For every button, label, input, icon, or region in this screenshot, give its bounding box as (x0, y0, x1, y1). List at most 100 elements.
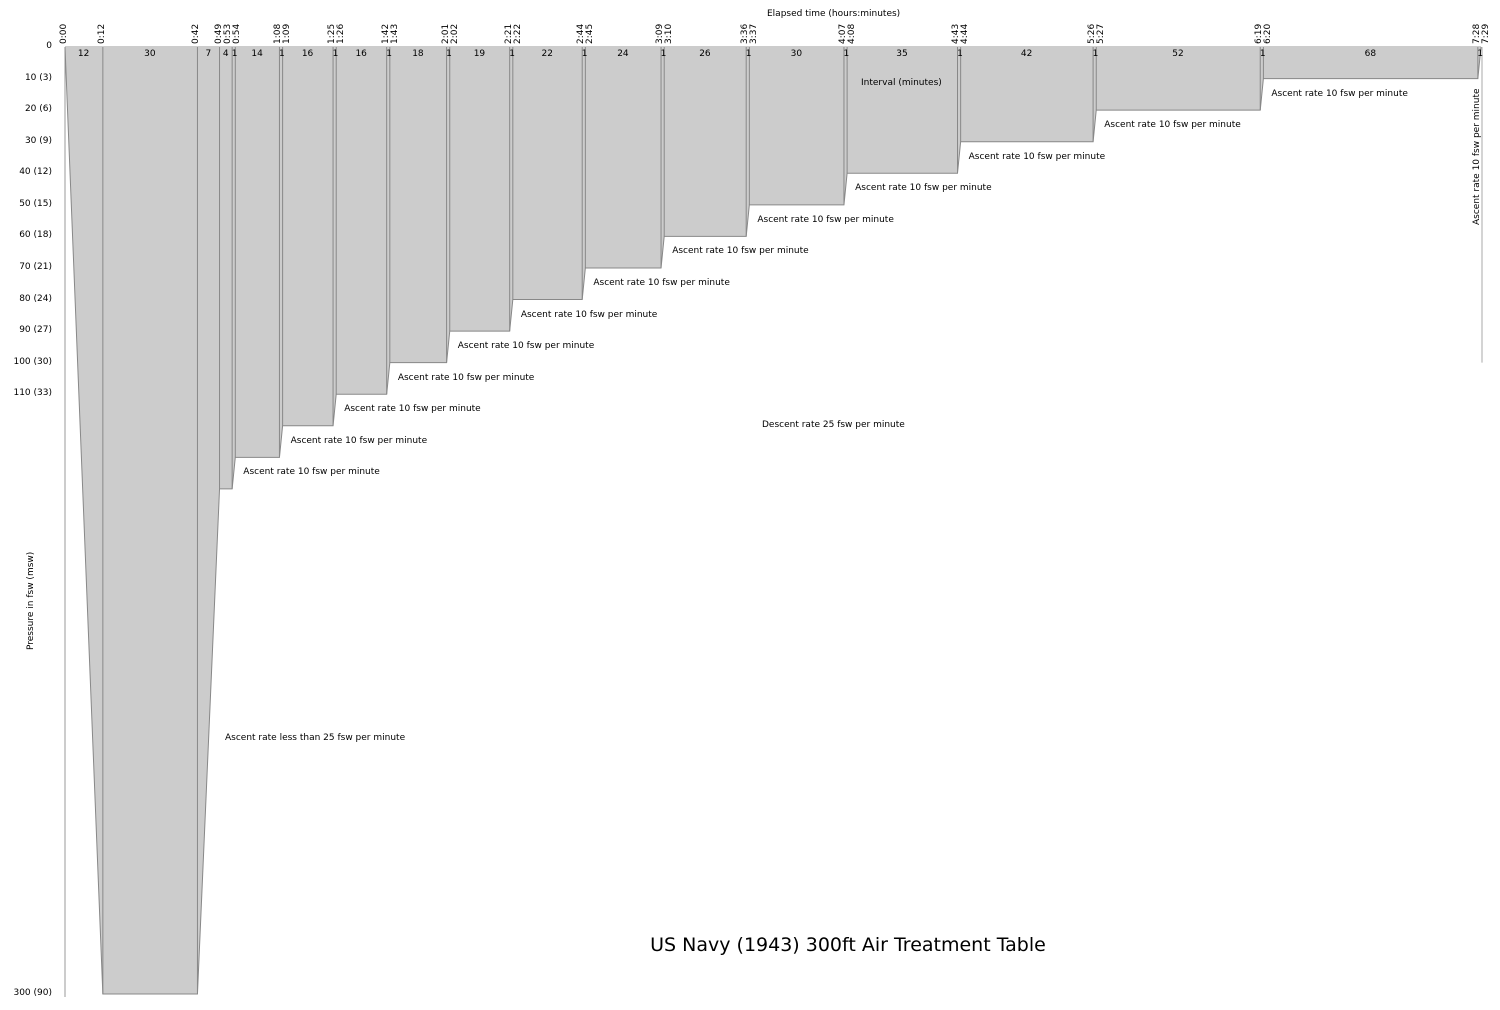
first-ascent-annotation: Ascent rate less than 25 fsw per minute (225, 733, 406, 743)
x-tick-group: 0:42 (191, 22, 202, 44)
x-tick-group: 3:36 3:37 (740, 22, 760, 44)
profile-area (65, 47, 1481, 994)
x-tick-label: 2:02 (449, 23, 460, 44)
interval-duration-label: 1 (843, 49, 850, 59)
ascent-rate-annotation: Ascent rate 10 fsw per minute (593, 277, 730, 288)
interval-duration-label: 4 (222, 49, 229, 59)
interval-duration-label: 42 (1020, 49, 1033, 59)
interval-duration-label: 1 (1477, 49, 1484, 59)
interval-label: Interval (minutes) (861, 78, 942, 88)
x-tick-group: 2:01 2:02 (441, 22, 460, 44)
ascent-rate-annotation: Ascent rate 10 fsw per minute (672, 246, 809, 257)
interval-duration-label: 1 (279, 49, 285, 59)
interval-duration-label: 18 (412, 49, 424, 59)
y-tick-label: 20 (6) (24, 104, 52, 115)
x-tick-group: 5:26 5:27 (1087, 22, 1107, 44)
x-tick-label: 3:10 (664, 23, 675, 44)
x-tick-label: 6:20 (1263, 23, 1274, 44)
y-tick-label: 50 (15) (19, 198, 52, 209)
ascent-rate-annotation: Ascent rate 10 fsw per minute (243, 467, 380, 478)
x-tick-group: 1:25 1:26 (327, 22, 347, 44)
y-tick-label: 110 (33) (13, 388, 52, 399)
interval-duration-label: 1 (509, 49, 515, 59)
interval-duration-label: 35 (896, 49, 908, 59)
ascent-rate-annotation: Ascent rate 10 fsw per minute (520, 309, 658, 320)
ascent-rate-annotation: Ascent rate 10 fsw per minute (757, 214, 894, 225)
x-tick-label: 2:22 (512, 23, 523, 44)
x-tick-group: 7:28 7:29 (1472, 22, 1491, 44)
interval-duration-label: 30 (790, 49, 803, 59)
y-axis-label: Pressure in fsw (msw) (26, 551, 36, 650)
x-tick-label: 4:08 (846, 23, 857, 44)
profile-line (64, 46, 1482, 995)
interval-duration-label: 16 (301, 49, 314, 59)
ascent-rate-annotation: Ascent rate 10 fsw per minute (397, 372, 535, 383)
y-tick-label: 30 (9) (24, 135, 52, 146)
x-tick-group: 1:08 1:09 (273, 22, 293, 44)
ascent-rate-annotation: Ascent rate 10 fsw per minute (855, 183, 992, 194)
interval-duration-label: 1 (231, 49, 238, 59)
x-axis-label: Elapsed time (hours:minutes) (767, 9, 901, 19)
x-tick-label: 2:45 (585, 23, 596, 44)
ascent-rate-annotation: Ascent rate 10 fsw per minute (457, 341, 595, 352)
y-tick-label: 10 (3) (24, 72, 52, 83)
x-tick-label: 3:37 (749, 23, 760, 44)
x-tick-group: 2:44 2:45 (576, 22, 596, 44)
interval-duration-label: 12 (77, 49, 90, 59)
chart-title: US Navy (1943) 300ft Air Treatment Table (650, 934, 1046, 956)
x-tick-group: 6:19 6:20 (1254, 22, 1274, 44)
interval-duration-label: 14 (251, 49, 263, 59)
interval-duration-label: 1 (446, 49, 452, 59)
interval-duration-label: 1 (745, 49, 752, 59)
x-tick-group: 1:42 1:43 (381, 22, 400, 44)
x-tick-label: 1:43 (389, 23, 400, 44)
x-tick-group: 4:07 4:08 (838, 22, 857, 44)
x-tick-group: 2:21 2:22 (504, 22, 523, 44)
x-tick-group: 0:49 0:53 0:54 (214, 22, 242, 44)
descent-annotation: Descent rate 25 fsw per minute (762, 420, 905, 430)
y-tick-label: 90 (27) (19, 325, 52, 336)
y-tick-label: 40 (12) (19, 167, 52, 178)
x-tick-label: 0:54 (231, 23, 242, 44)
interval-duration-label: 1 (957, 49, 963, 59)
interval-duration-label: 30 (144, 49, 156, 59)
final-ascent-annotation: Ascent rate 10 fsw per minute (1472, 88, 1482, 225)
interval-duration-label: 1 (1092, 49, 1099, 59)
x-tick-label: 1:09 (282, 23, 293, 44)
ascent-rate-annotation: Ascent rate 10 fsw per minute (1271, 88, 1408, 99)
x-tick-label: 1:26 (336, 23, 347, 44)
x-tick-group: 4:43 4:44 (951, 22, 971, 44)
interval-duration-label: 7 (205, 49, 212, 59)
interval-duration-label: 22 (541, 49, 553, 59)
x-tick-group: 3:09 3:10 (655, 22, 675, 44)
interval-duration-label: 26 (699, 49, 711, 59)
x-tick-label: 4:44 (960, 23, 971, 44)
interval-duration-label: 1 (386, 49, 392, 59)
interval-duration-label: 24 (617, 49, 629, 59)
y-tick-label: 60 (18) (19, 230, 52, 241)
interval-duration-label: 1 (332, 49, 339, 59)
y-tick-label: 70 (21) (19, 261, 52, 272)
ascent-rate-annotation: Ascent rate 10 fsw per minute (1104, 120, 1241, 131)
x-tick-label: 0:42 (191, 23, 202, 44)
y-tick-label: 300 (90) (13, 988, 52, 998)
x-tick-label: 0:00 (59, 23, 69, 44)
x-tick-label: 7:29 (1480, 23, 1491, 44)
ascent-rate-annotation: Ascent rate 10 fsw per minute (968, 151, 1106, 162)
x-tick-label: 5:27 (1096, 23, 1107, 44)
interval-duration-label: 68 (1364, 49, 1377, 59)
y-tick-label: 80 (24) (19, 293, 52, 304)
interval-duration-label: 1 (1259, 49, 1266, 59)
y-tick-label: 0 (46, 41, 52, 51)
ascent-rate-annotation: Ascent rate 10 fsw per minute (344, 404, 481, 415)
interval-duration-label: 19 (473, 49, 486, 59)
interval-duration-label: 52 (1172, 49, 1184, 59)
x-tick-group: 0:00 (59, 22, 69, 44)
y-tick-label: 100 (30) (13, 356, 52, 367)
x-tick-label: 0:12 (96, 23, 107, 44)
x-tick-group: 0:12 (96, 22, 107, 44)
interval-duration-label: 1 (581, 49, 588, 59)
interval-duration-label: 1 (660, 49, 667, 59)
ascent-rate-annotation: Ascent rate 10 fsw per minute (290, 435, 428, 446)
